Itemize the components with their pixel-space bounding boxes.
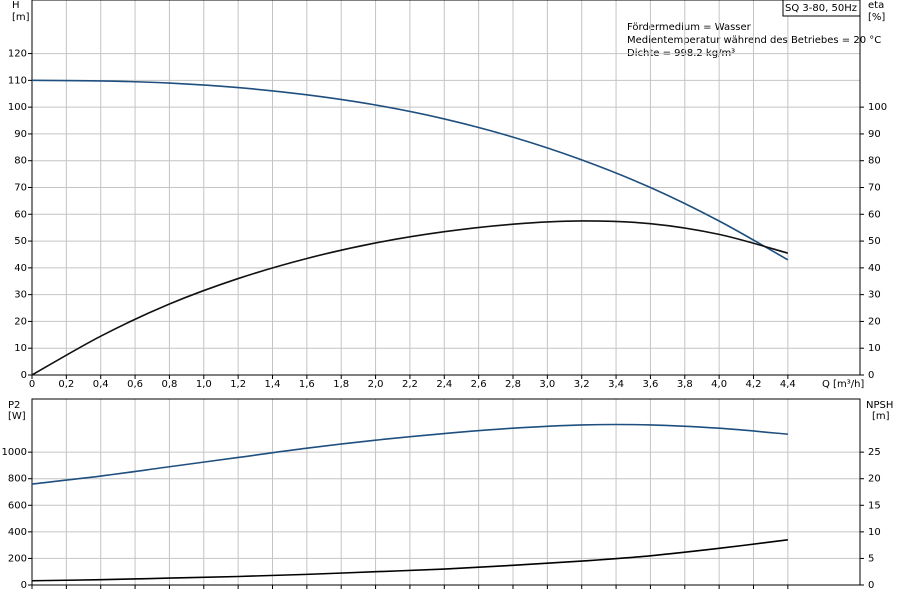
y-tick-label: 20 [14,316,27,327]
y2-tick-label: 30 [868,290,881,301]
y-tick-label: 800 [8,474,27,485]
y2-tick-label: 0 [868,370,874,381]
y-tick-label: 50 [14,236,27,247]
y-tick-label: 40 [14,263,27,274]
chart-title: SQ 3-80, 50Hz [785,3,857,14]
y2-tick-label: 20 [868,474,881,485]
curve [31,79,789,261]
y2-tick-label: 70 [868,183,881,194]
y-tick-label: 80 [14,156,27,167]
x-label: Q [m³/h] [822,379,864,390]
y2-tick-label: 10 [868,343,881,354]
x-tick-label: 2,0 [368,379,384,390]
y-tick-label: 120 [8,49,27,60]
x-tick-label: 0,6 [127,379,143,390]
x-tick-label: 4,4 [780,379,796,390]
x-tick-label: 3,0 [539,379,555,390]
y-tick-label: 10 [14,343,27,354]
y2-tick-label: 5 [868,553,874,564]
y2-tick-label: 50 [868,236,881,247]
note: Fördermedium = Wasser [627,22,752,33]
x-tick-label: 1,0 [196,379,212,390]
y2-tick-label: 90 [868,129,881,140]
y2-tick-label: 15 [868,500,881,511]
x-tick-label: 0,2 [58,379,74,390]
x-tick-label: 3,6 [642,379,658,390]
y-unit: [W] [8,411,26,422]
x-tick-label: 1,8 [333,379,349,390]
y2-tick-label: 10 [868,527,881,538]
y2-tick-label: 20 [868,316,881,327]
y-tick-label: 0 [21,580,27,591]
curve [31,539,788,582]
note: Medientemperatur während des Betriebes =… [627,35,881,46]
y2-tick-label: 60 [868,209,881,220]
y-tick-label: 600 [8,500,27,511]
x-tick-label: 0 [29,379,35,390]
x-tick-label: 1,6 [299,379,315,390]
x-tick-label: 1,4 [265,379,281,390]
x-tick-label: 2,2 [402,379,418,390]
y-label: P2 [8,400,20,411]
curve [31,423,788,485]
title-box [782,0,861,17]
y-tick-label: 100 [8,102,27,113]
x-tick-label: 3,2 [574,379,590,390]
x-tick-label: 0,4 [93,379,109,390]
plot-frame [31,0,861,376]
y-unit: [m] [12,12,30,23]
y2-unit: [%] [868,12,885,23]
y-tick-label: 400 [8,527,27,538]
x-tick-label: 3,4 [608,379,624,390]
y-tick-label: 70 [14,183,27,194]
y2-tick-label: 25 [868,447,881,458]
y-tick-label: 0 [21,370,27,381]
y-tick-label: 1000 [2,447,27,458]
y2-tick-label: 80 [868,156,881,167]
x-tick-label: 3,8 [677,379,693,390]
y2-label: NPSH [866,400,893,411]
x-tick-label: 2,4 [436,379,452,390]
y2-tick-label: 0 [868,580,874,591]
y-tick-label: 90 [14,129,27,140]
curve [31,220,789,376]
x-tick-label: 2,8 [505,379,521,390]
x-tick-label: 2,6 [471,379,487,390]
y-tick-label: 110 [8,75,27,86]
y-label: H [12,0,20,11]
y2-label: eta [868,0,884,11]
y2-unit: [m] [872,411,890,422]
y-tick-label: 60 [14,209,27,220]
plot-frame [31,398,861,586]
y-tick-label: 200 [8,553,27,564]
y2-tick-label: 100 [868,102,887,113]
x-tick-label: 4,2 [746,379,762,390]
y-tick-label: 30 [14,290,27,301]
x-tick-label: 1,2 [230,379,246,390]
y2-tick-label: 40 [868,263,881,274]
x-tick-label: 0,8 [161,379,177,390]
x-tick-label: 4,0 [711,379,727,390]
